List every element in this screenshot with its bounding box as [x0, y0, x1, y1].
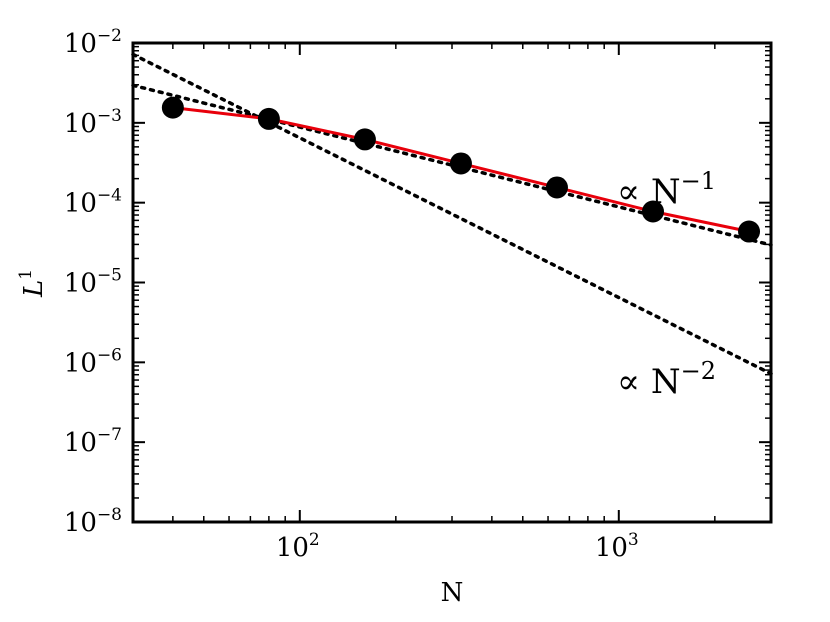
annotation-n-minus-2: ∝ N−2 [617, 357, 716, 402]
data-point [738, 220, 761, 243]
y-tick-label-exp: −6 [97, 345, 122, 365]
reference-line-2 [131, 52, 773, 376]
data-series [161, 96, 761, 243]
annotation-n-minus-2-exp: −2 [681, 357, 716, 385]
data-point [257, 107, 280, 130]
data-point [161, 96, 184, 119]
data-point [353, 128, 376, 151]
x-tick-label: 103 [595, 530, 639, 563]
data-point [449, 152, 472, 175]
data-point [545, 176, 568, 199]
y-axis-label: L1 [16, 269, 49, 298]
y-axis-label-base: L [19, 280, 49, 298]
x-tick-label-exp: 3 [628, 530, 639, 550]
y-tick-label-exp: −3 [97, 106, 122, 126]
y-tick-label: 10−4 [64, 186, 122, 219]
annotation-n-minus-1: ∝ N−1 [617, 167, 716, 212]
y-tick-label-exp: −7 [97, 425, 122, 445]
y-tick-label: 10−2 [64, 26, 122, 59]
y-tick-label: 10−3 [64, 106, 122, 139]
y-tick-label: 10−6 [64, 345, 122, 378]
y-tick-label-exp: −8 [97, 505, 122, 525]
reference-line-1 [131, 83, 773, 247]
x-tick-label-exp: 2 [309, 530, 320, 550]
x-axis-label: N [441, 578, 464, 608]
y-tick-label-base: 10 [64, 269, 97, 299]
x-tick-label-base: 10 [595, 533, 628, 563]
y-tick-label-base: 10 [64, 109, 97, 139]
y-tick-label: 10−8 [64, 505, 122, 538]
y-tick-label-exp: −2 [97, 26, 122, 46]
annotation-n-minus-1-base: ∝ N [617, 172, 681, 212]
reference-lines [131, 52, 773, 376]
y-tick-label-exp: −4 [97, 186, 122, 206]
x-tick-label: 102 [276, 530, 320, 563]
x-tick-label-base: 10 [276, 533, 309, 563]
y-tick-label-base: 10 [64, 29, 97, 59]
y-tick-label-base: 10 [64, 348, 97, 378]
annotation-n-minus-2-base: ∝ N [617, 362, 681, 402]
data-point [641, 200, 664, 223]
y-tick-label: 10−7 [64, 425, 122, 458]
y-tick-label-base: 10 [64, 508, 97, 538]
y-axis-label-exp: 1 [16, 269, 36, 280]
y-tick-label: 10−5 [64, 266, 122, 299]
y-tick-label-exp: −5 [97, 266, 122, 286]
y-tick-label-base: 10 [64, 189, 97, 219]
annotation-n-minus-1-exp: −1 [681, 167, 716, 195]
y-tick-label-base: 10 [64, 428, 97, 458]
axis-ticks [132, 42, 772, 523]
